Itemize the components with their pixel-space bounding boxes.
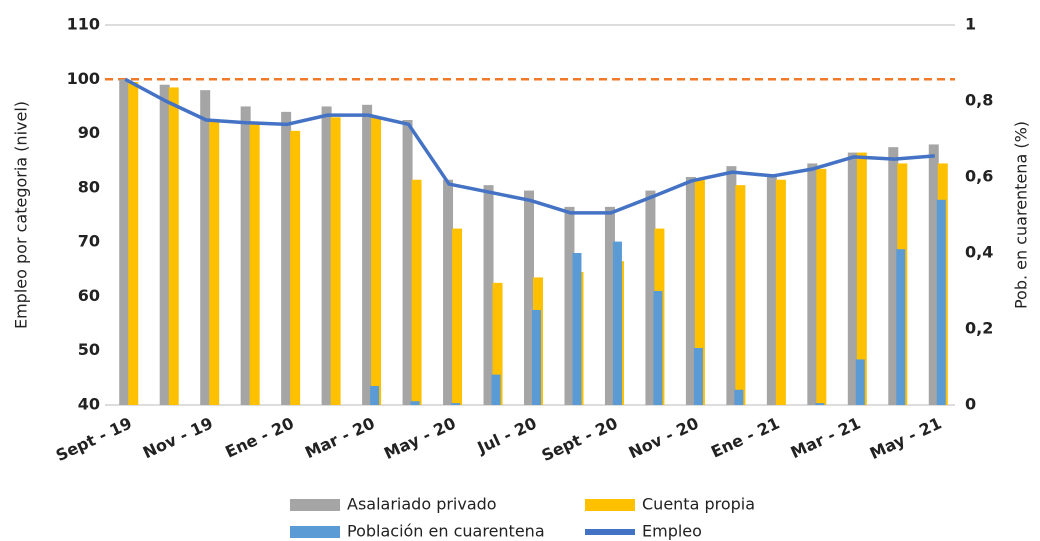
bar [290, 130, 301, 405]
bar [694, 179, 705, 405]
bar [524, 190, 534, 405]
bar [532, 310, 541, 405]
y-tick-label: 110 [67, 15, 100, 34]
x-tick-label: Ene - 21 [708, 413, 782, 461]
bar [816, 168, 827, 405]
bar [807, 163, 818, 405]
bar [362, 104, 373, 406]
x-tick-label: Nov - 19 [140, 413, 216, 462]
bar [896, 249, 906, 405]
y2-tick-label: 0,2 [965, 319, 993, 338]
bar [200, 90, 211, 406]
x-tick-label: Nov - 20 [626, 413, 702, 462]
x-tick-label: Jul - 20 [474, 413, 540, 457]
bar [209, 120, 220, 405]
bar [492, 282, 503, 405]
y-tick-label: 70 [78, 232, 100, 251]
bar [766, 174, 777, 405]
bar [815, 403, 825, 405]
legend-label: Asalariado privado [347, 495, 497, 514]
x-tick-label: Ene - 20 [222, 413, 296, 461]
y-tick-label: 90 [78, 123, 100, 142]
bar [653, 291, 663, 405]
y-tick-label: 40 [78, 395, 100, 414]
bar [726, 166, 737, 405]
y-tick-label: 50 [78, 340, 100, 359]
bar [483, 185, 494, 405]
bar [936, 199, 946, 405]
y2-tick-label: 0,4 [965, 243, 993, 262]
bar [330, 117, 341, 406]
bar [249, 122, 260, 405]
bar [491, 374, 501, 405]
x-tick-label: Mar - 21 [788, 413, 864, 462]
legend-label: Cuenta propia [642, 495, 755, 514]
bar [410, 401, 420, 405]
bar [888, 147, 899, 405]
bar [735, 185, 746, 405]
bar [159, 84, 170, 405]
bar [240, 106, 251, 405]
bar [411, 179, 422, 405]
x-tick-label: May - 20 [381, 413, 459, 463]
y2-axis-label: Pob. en cuarentena (%) [1012, 121, 1031, 309]
bar [371, 117, 382, 406]
bar [734, 389, 744, 405]
bar [685, 177, 696, 405]
x-tick-label: Sept - 20 [539, 413, 621, 465]
x-tick-label: May - 21 [867, 413, 945, 463]
bar [370, 386, 380, 405]
legend-swatch [585, 499, 635, 511]
bar [775, 179, 786, 405]
bar [612, 241, 622, 405]
y2-tick-label: 0,6 [965, 167, 993, 186]
y2-tick-label: 0,8 [965, 91, 993, 110]
bar [572, 253, 582, 405]
bar [645, 190, 656, 405]
bar [856, 152, 867, 405]
y-axis-label: Empleo por categoria (nivel) [12, 101, 31, 329]
legend-swatch [290, 526, 340, 538]
bar [604, 206, 615, 405]
bar [855, 359, 865, 405]
y-tick-label: 60 [78, 286, 100, 305]
y2-tick-label: 0 [965, 395, 976, 414]
bar [451, 403, 461, 405]
legend-label: Población en cuarentena [347, 522, 545, 541]
bar [443, 179, 454, 405]
bar [119, 79, 130, 406]
bar [402, 120, 413, 405]
line [124, 77, 935, 215]
y-tick-label: 100 [67, 69, 100, 88]
bar [564, 206, 575, 405]
x-tick-label: Mar - 20 [302, 413, 378, 462]
bar [321, 106, 332, 405]
legend-swatch [290, 499, 340, 511]
bar [128, 82, 139, 405]
bar [281, 111, 292, 405]
y2-tick-label: 1 [965, 15, 976, 34]
bar [928, 144, 939, 405]
x-tick-label: Sept - 19 [53, 413, 135, 465]
bar [168, 87, 179, 405]
bar [847, 152, 858, 405]
bar [452, 228, 463, 405]
legend-label: Empleo [642, 522, 702, 541]
y-tick-label: 80 [78, 177, 100, 196]
bar [693, 348, 703, 405]
